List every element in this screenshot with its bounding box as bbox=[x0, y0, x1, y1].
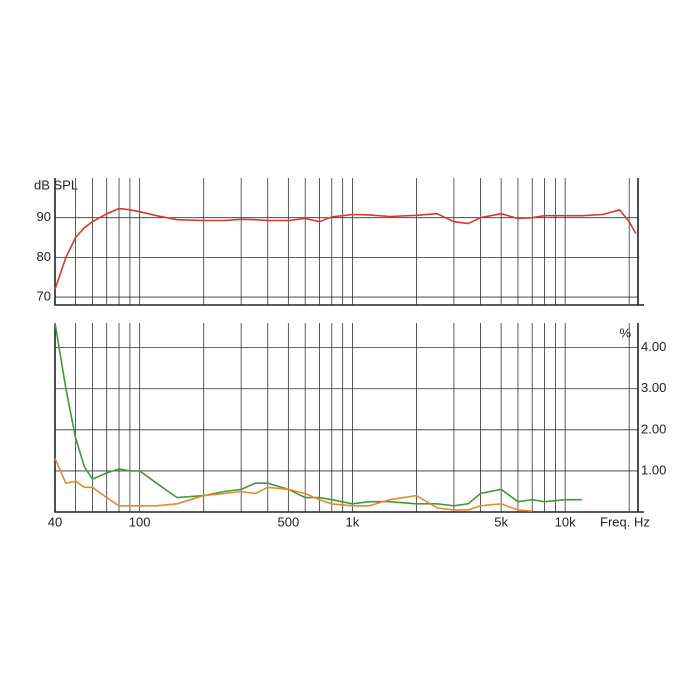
y-tick-label: 70 bbox=[37, 289, 51, 304]
frame bbox=[54, 323, 644, 513]
x-tick-label: 500 bbox=[278, 514, 300, 529]
frame bbox=[54, 178, 644, 306]
x-axis-label: Freq. Hz bbox=[600, 514, 650, 529]
y-tick-label: 90 bbox=[37, 209, 51, 224]
y-tick-label: 1.00 bbox=[641, 462, 666, 477]
series-line bbox=[54, 322, 582, 507]
y-axis-label: dB SPL bbox=[34, 177, 78, 192]
series-line bbox=[54, 458, 533, 512]
y-tick-label: 4.00 bbox=[641, 339, 666, 354]
series-line bbox=[54, 207, 637, 290]
y-tick-label: 2.00 bbox=[641, 421, 666, 436]
x-tick-label: 5k bbox=[494, 514, 508, 529]
x-tick-label: 100 bbox=[129, 514, 151, 529]
x-tick-label: 40 bbox=[48, 514, 62, 529]
y-tick-label: 3.00 bbox=[641, 380, 666, 395]
y-tick-label: 80 bbox=[37, 249, 51, 264]
x-tick-label: 10k bbox=[555, 514, 576, 529]
x-tick-label: 1k bbox=[346, 514, 360, 529]
y-axis-label: % bbox=[619, 325, 631, 340]
